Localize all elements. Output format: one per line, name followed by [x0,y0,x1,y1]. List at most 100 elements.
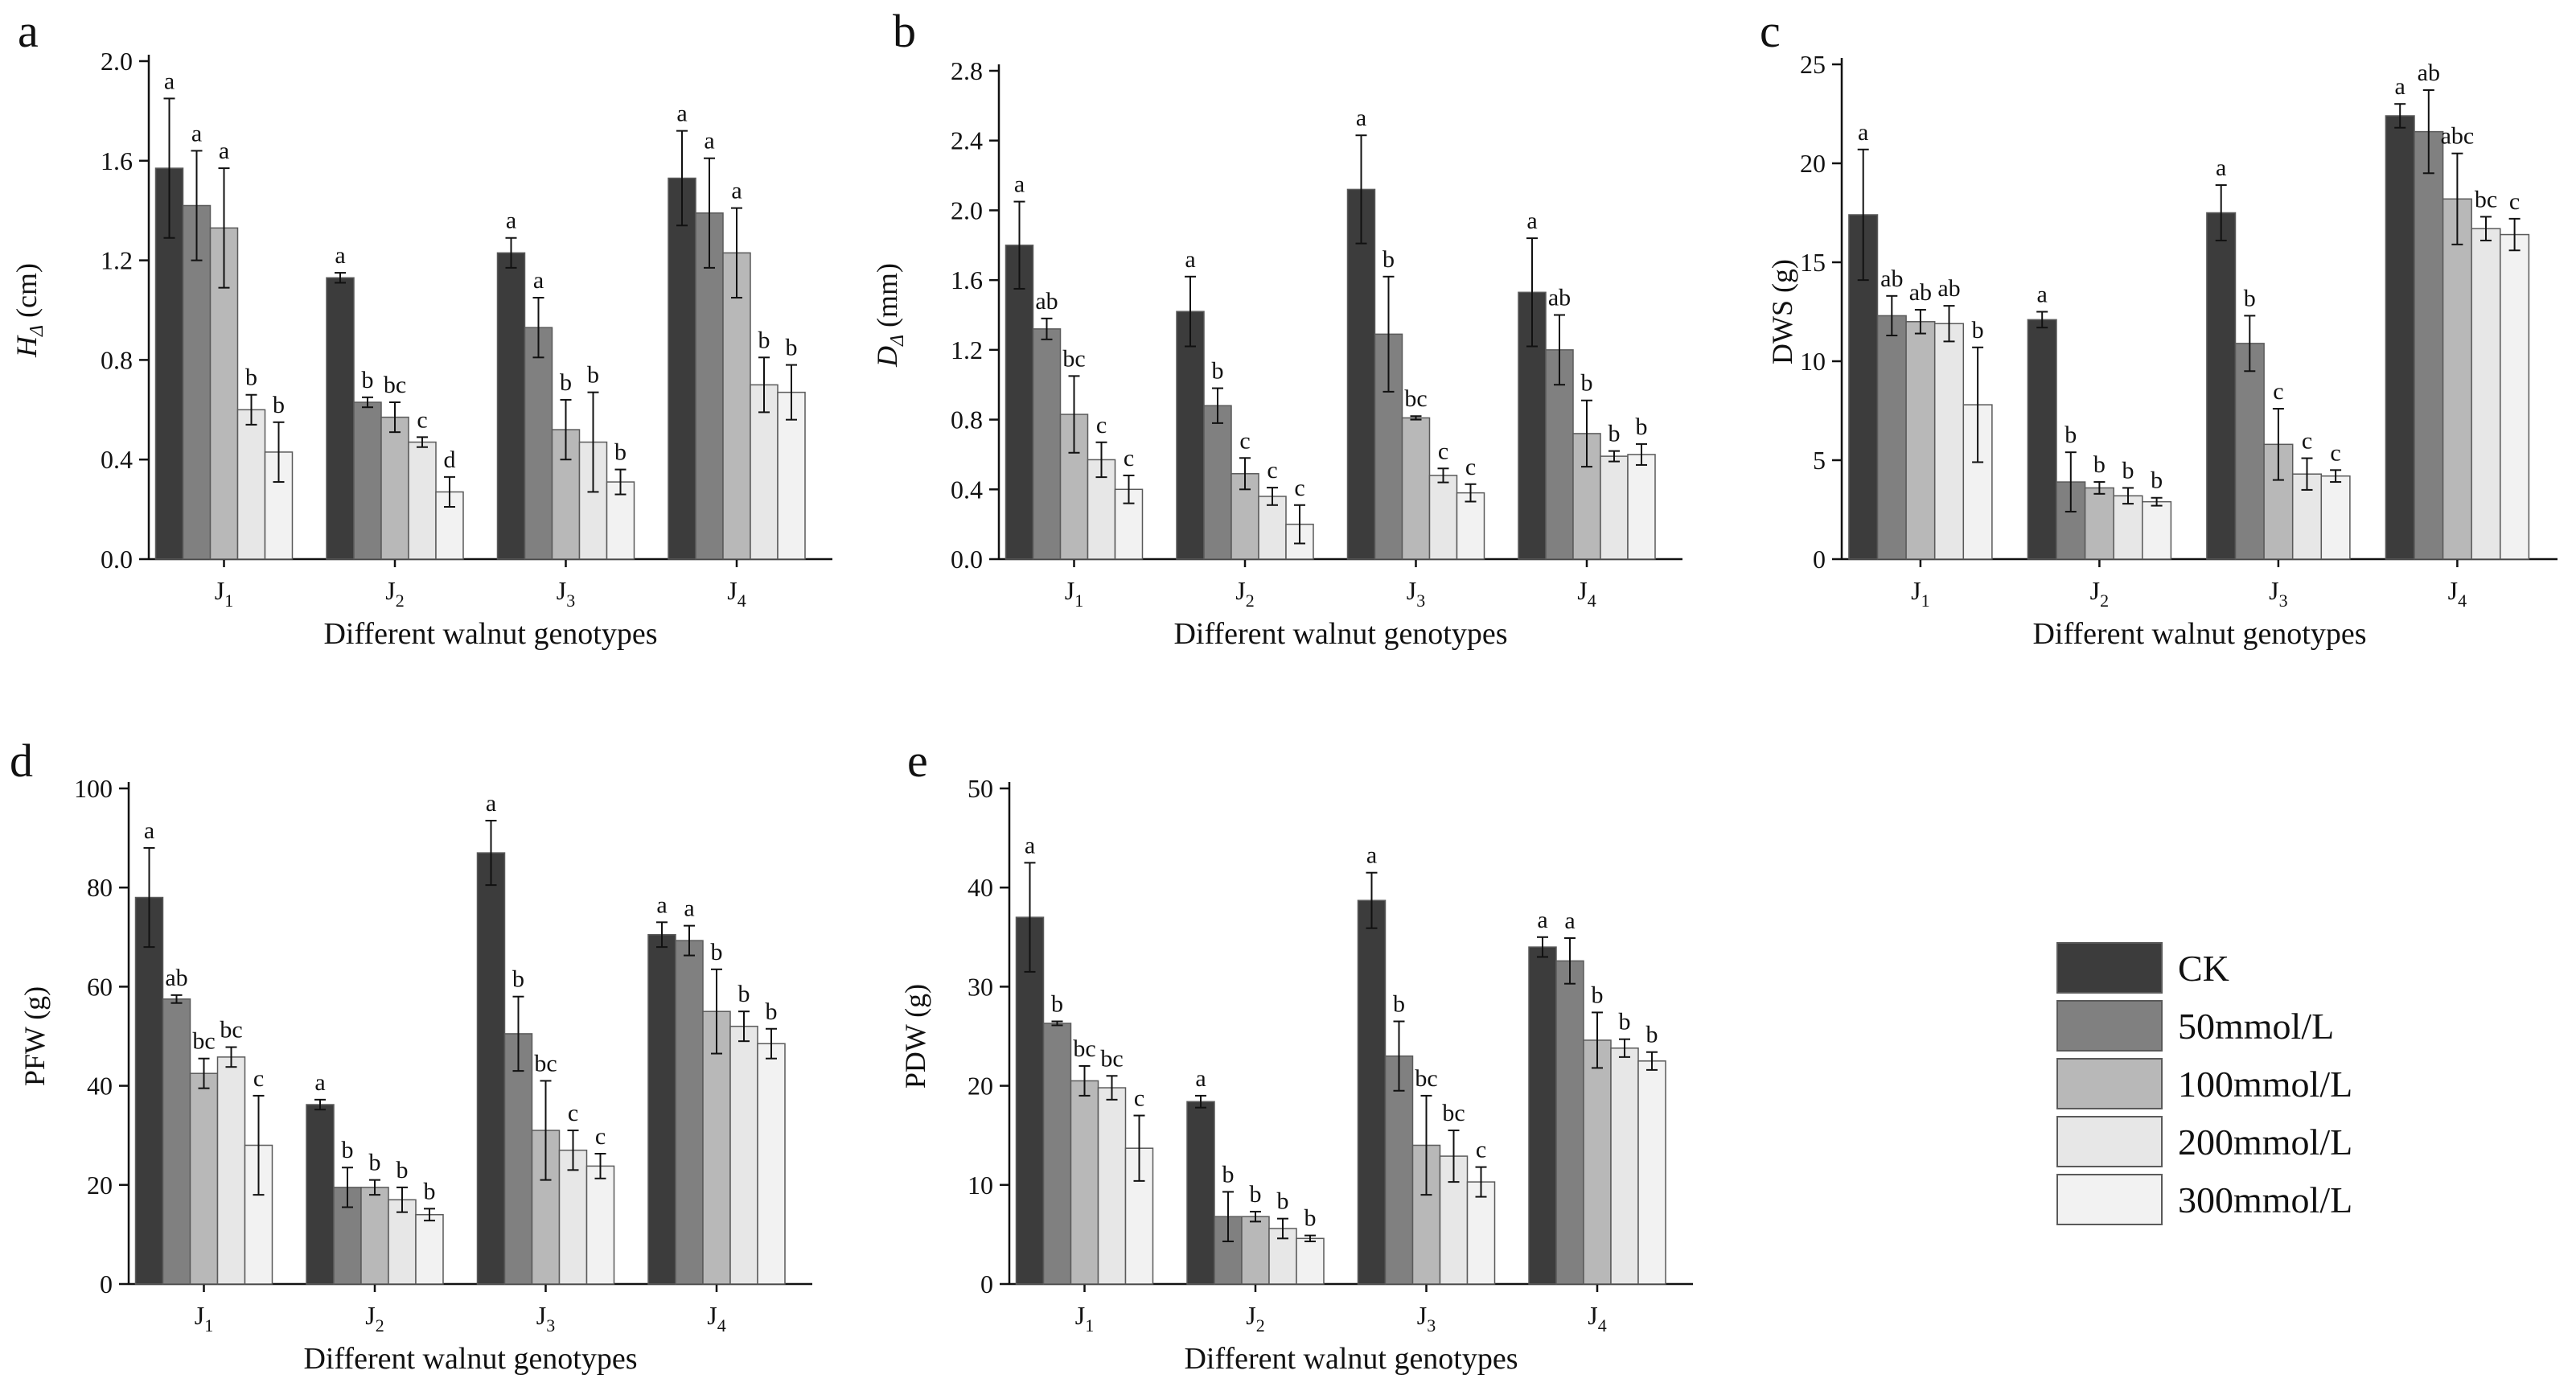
significance-letter: bc [384,372,406,398]
significance-letter: a [1014,171,1025,198]
significance-letter: a [1185,246,1195,273]
y-tick-label: 0.4 [101,445,133,474]
x-axis-label: Different walnut genotypes [303,1342,637,1376]
bar-d-J2-4 [415,1214,444,1285]
significance-letter: b [560,369,572,396]
x-tick-label: J4 [1577,576,1596,611]
bar-b-J4-4 [1627,454,1656,560]
y-tick-label: 0 [1813,545,1826,574]
chart-panel-e: e 0 10 20 30 40 50 PDW (g) Different walnut geno… [899,735,1693,1376]
significance-letter: b [766,998,778,1025]
significance-letter: b [1608,421,1621,447]
bar-c-J4-2 [2442,198,2472,560]
bar-c-J1-1 [1876,315,1907,560]
y-tick-label: 2.0 [101,47,133,76]
bar-d-J4-3 [729,1025,758,1285]
y-tick-label: 2.8 [951,56,983,85]
significance-letter: ab [1548,285,1571,311]
x-tick-label: J2 [385,576,404,611]
significance-letter: a [1366,842,1377,869]
significance-letter: c [2273,378,2283,405]
significance-letter: a [731,178,742,204]
bar-d-J1-3 [216,1056,246,1285]
panel-letter: d [10,735,33,787]
significance-letter: bc [534,1050,557,1076]
bar-a-J4-0 [668,177,696,560]
significance-letter: b [369,1150,381,1176]
significance-letter: c [1465,454,1476,480]
significance-letter: a [1537,907,1547,933]
bar-b-J3-4 [1456,492,1485,560]
bar-a-J2-3 [408,441,437,560]
bar-c-J4-3 [2471,228,2501,560]
bar-d-J1-2 [189,1072,219,1285]
significance-letter: c [1476,1137,1486,1163]
bar-e-J1-2 [1070,1080,1099,1285]
bar-c-J2-0 [2027,319,2057,560]
bar-c-J3-4 [2320,475,2351,560]
significance-letter: c [417,406,427,433]
bar-d-J3-3 [558,1149,588,1285]
significance-letter: a [2216,154,2226,181]
significance-letter: b [738,981,750,1007]
significance-letter: b [1304,1205,1317,1232]
y-tick-label: 100 [74,774,113,803]
bar-d-J4-2 [702,1010,731,1285]
significance-letter: b [512,966,524,993]
significance-letter: c [1124,445,1134,471]
y-tick-label: 0.0 [951,545,983,574]
y-tick-label: 1.2 [101,246,133,275]
chart-panel-d: d 0 20 40 60 80 100 PFW (g) Different walnut gen… [10,735,812,1376]
significance-letter: d [444,447,456,473]
y-tick-label: 50 [968,774,993,803]
significance-letter: b [1222,1161,1235,1187]
bar-e-J3-0 [1357,899,1387,1285]
significance-letter: b [2093,451,2106,478]
y-tick-label: 10 [968,1171,993,1200]
bar-d-J1-0 [134,896,164,1285]
significance-letter: a [144,817,154,844]
significance-letter: ab [2418,60,2440,86]
bar-d-J4-1 [675,940,704,1285]
x-tick-label: J2 [1235,576,1254,611]
significance-letter: b [2151,467,2163,494]
significance-letter: b [1212,358,1224,385]
significance-letter: c [1239,427,1250,454]
significance-letter: bc [1442,1100,1465,1126]
legend-swatch [2056,942,2163,994]
y-tick-label: 0.4 [951,475,983,504]
x-axis-label: Different walnut genotypes [1184,1342,1518,1376]
significance-letter: a [314,1069,325,1096]
bar-d-J3-1 [503,1033,533,1285]
bar-c-J2-2 [2084,487,2114,560]
significance-letter: a [1025,832,1035,858]
significance-letter: ab [165,965,187,991]
chart-legend: CK 50mmol/L 100mmol/L 200mmol/L 300mmol/L [2056,942,2352,1225]
chart-panel-b: b 0.0 0.4 0.8 1.2 1.6 2.0 2.4 2.8 DΔ (mm) Differen… [871,5,1682,651]
bar-b-J2-0 [1176,311,1205,560]
y-tick-label: 0.8 [101,345,133,374]
significance-letter: c [253,1065,264,1092]
bar-a-J1-3 [236,409,266,560]
y-axis-label: DΔ (mm) [871,263,908,368]
significance-letter: c [1267,457,1277,484]
bar-c-J4-1 [2414,130,2444,560]
significance-letter: b [2122,457,2134,484]
significance-letter: a [1564,908,1575,934]
bar-a-J2-0 [326,277,355,560]
y-tick-label: 2.0 [951,195,983,224]
significance-letter: b [2064,422,2077,448]
significance-letter: b [1636,414,1648,440]
significance-letter: bc [192,1028,215,1055]
significance-letter: bc [1062,345,1085,372]
y-tick-label: 30 [968,972,993,1001]
y-tick-label: 1.2 [951,335,983,364]
bar-e-J2-0 [1186,1101,1215,1285]
x-tick-label: J1 [215,576,233,611]
x-tick-label: J3 [536,1301,555,1336]
legend-label: 200mmol/L [2178,1122,2352,1163]
significance-letter: b [1646,1022,1658,1048]
panel-letter: a [18,5,39,57]
y-tick-label: 0.8 [951,405,983,434]
